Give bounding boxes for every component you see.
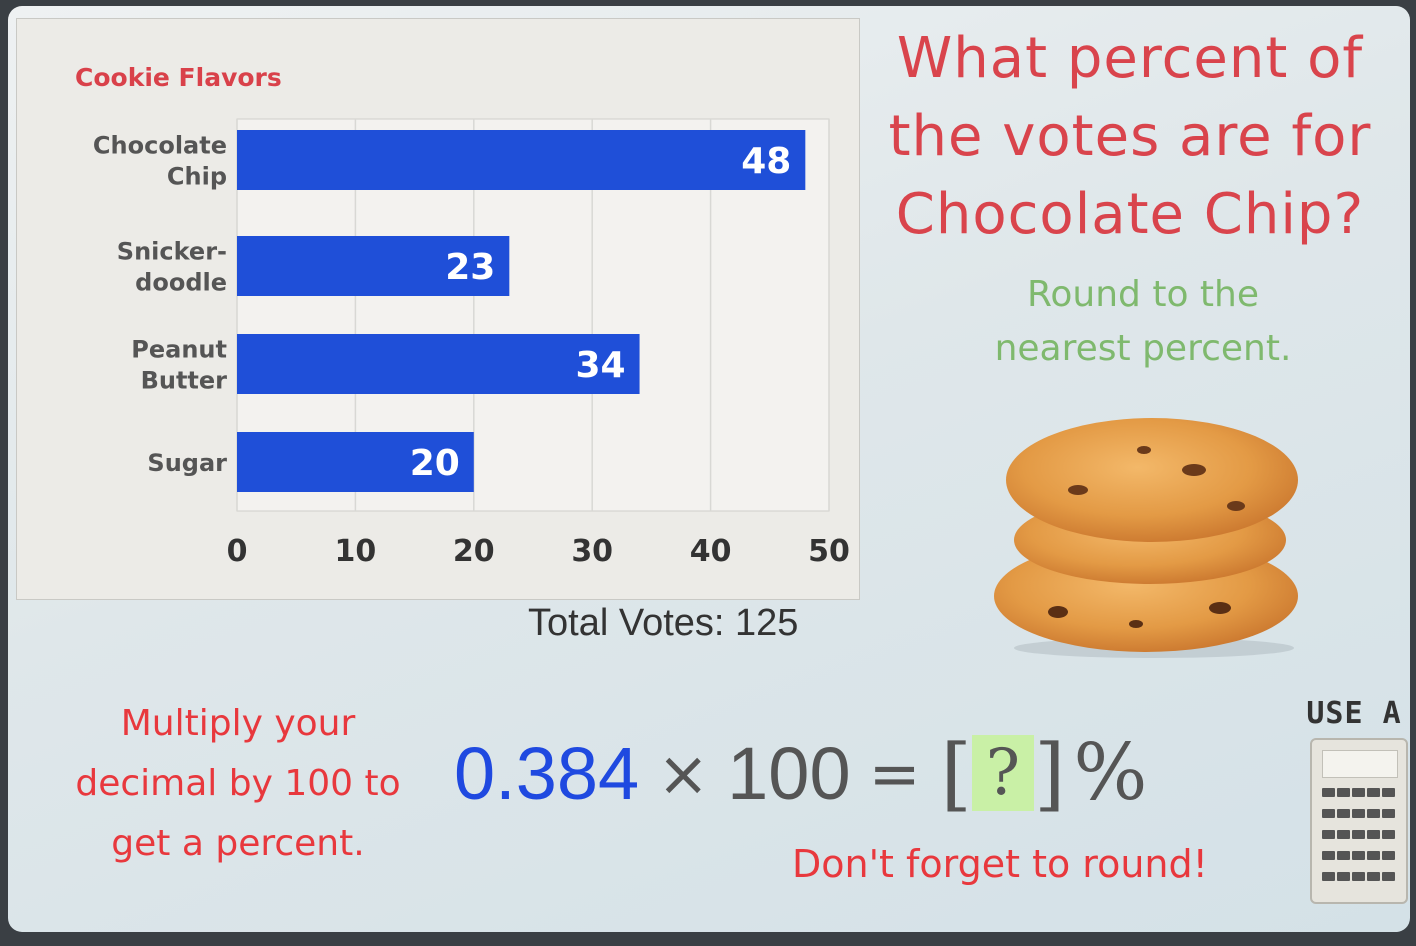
calculator-key bbox=[1352, 851, 1365, 860]
calculator-key bbox=[1337, 872, 1350, 881]
round-reminder: Don't forget to round! bbox=[792, 842, 1208, 886]
equals-sign: = bbox=[868, 736, 921, 810]
calculator-key bbox=[1382, 809, 1395, 818]
times-sign: × bbox=[657, 736, 710, 810]
question-line: the votes are for bbox=[888, 104, 1372, 169]
bar bbox=[237, 130, 806, 190]
hint-line: nearest percent. bbox=[994, 328, 1292, 369]
calculator-tip: USE A bbox=[1306, 696, 1402, 731]
category-label: Chocolate Chip bbox=[93, 132, 227, 191]
multiply-hint: Multiply your decimal by 100 to get a pe… bbox=[28, 694, 448, 874]
calculator-key bbox=[1352, 809, 1365, 818]
bar-value-label: 34 bbox=[575, 345, 625, 386]
bar bbox=[237, 236, 510, 296]
category-label: Sugar bbox=[147, 449, 227, 477]
calculator-key bbox=[1322, 830, 1335, 839]
equation-decimal: 0.384 bbox=[454, 731, 640, 815]
calculator-key bbox=[1337, 851, 1350, 860]
answer-input[interactable]: [ ? ] bbox=[941, 727, 1066, 820]
calculator-key bbox=[1367, 830, 1380, 839]
bar-value-label: 23 bbox=[445, 247, 495, 288]
calculator-key bbox=[1352, 872, 1365, 881]
calculator-key bbox=[1337, 788, 1350, 797]
question-line: What percent of bbox=[896, 26, 1364, 91]
x-tick-label: 10 bbox=[335, 534, 377, 569]
bar bbox=[237, 334, 640, 394]
multiply-hint-line: get a percent. bbox=[111, 823, 365, 864]
chart-panel: Cookie Flavors 0 10 20 30 40 50 48 Chocolate Chi… bbox=[16, 18, 860, 600]
calculator-key bbox=[1322, 872, 1335, 881]
calculator-icon[interactable] bbox=[1310, 738, 1408, 904]
calculator-key bbox=[1367, 872, 1380, 881]
rounding-hint: Round to the nearest percent. bbox=[928, 268, 1358, 376]
hint-line: Round to the bbox=[1026, 274, 1259, 315]
bar-chart: 0 10 20 30 40 50 48 Chocolate Chip 23 Snicker-dood… bbox=[93, 118, 850, 569]
multiply-hint-line: decimal by 100 to bbox=[75, 763, 401, 804]
bar bbox=[237, 432, 474, 492]
equation: 0.384 × 100 = [ ? ] % bbox=[454, 727, 1148, 820]
x-tick-label: 50 bbox=[808, 534, 850, 569]
question-text: What percent of the votes are for Chocol… bbox=[860, 20, 1400, 254]
category-label: Peanut Butter bbox=[131, 336, 227, 395]
bar-value-label: 20 bbox=[410, 443, 460, 484]
calculator-key bbox=[1352, 830, 1365, 839]
calculator-key bbox=[1367, 851, 1380, 860]
calculator-key bbox=[1322, 851, 1335, 860]
calculator-key bbox=[1337, 809, 1350, 818]
calculator-key bbox=[1322, 788, 1335, 797]
question-line: Chocolate Chip? bbox=[895, 182, 1365, 247]
total-votes-label: Total Votes: 125 bbox=[528, 602, 799, 644]
close-bracket: ] bbox=[1034, 726, 1066, 820]
percent-sign: % bbox=[1073, 728, 1148, 818]
category-label: Snicker-doodle bbox=[117, 238, 227, 297]
calculator-key bbox=[1367, 809, 1380, 818]
calculator-key bbox=[1382, 830, 1395, 839]
equation-multiplier: 100 bbox=[727, 731, 851, 815]
x-tick-label: 0 bbox=[227, 534, 248, 569]
calculator-key bbox=[1352, 788, 1365, 797]
calculator-key bbox=[1382, 788, 1395, 797]
calculator-key bbox=[1367, 788, 1380, 797]
x-tick-label: 30 bbox=[571, 534, 613, 569]
x-tick-label: 20 bbox=[453, 534, 495, 569]
calculator-key bbox=[1382, 851, 1395, 860]
x-tick-label: 40 bbox=[690, 534, 732, 569]
cookie-stack-icon bbox=[994, 418, 1298, 658]
multiply-hint-line: Multiply your bbox=[120, 703, 356, 744]
calculator-key bbox=[1337, 830, 1350, 839]
answer-placeholder[interactable]: ? bbox=[971, 735, 1035, 811]
bar-value-label: 48 bbox=[741, 141, 791, 182]
calculator-screen bbox=[1322, 750, 1398, 778]
slide: Cookie Flavors 0 10 20 30 40 50 48 Chocolate Chi… bbox=[8, 6, 1410, 932]
chart-title: Cookie Flavors bbox=[75, 63, 282, 92]
calculator-key bbox=[1322, 809, 1335, 818]
calculator-key bbox=[1382, 872, 1395, 881]
open-bracket: [ bbox=[940, 726, 972, 820]
